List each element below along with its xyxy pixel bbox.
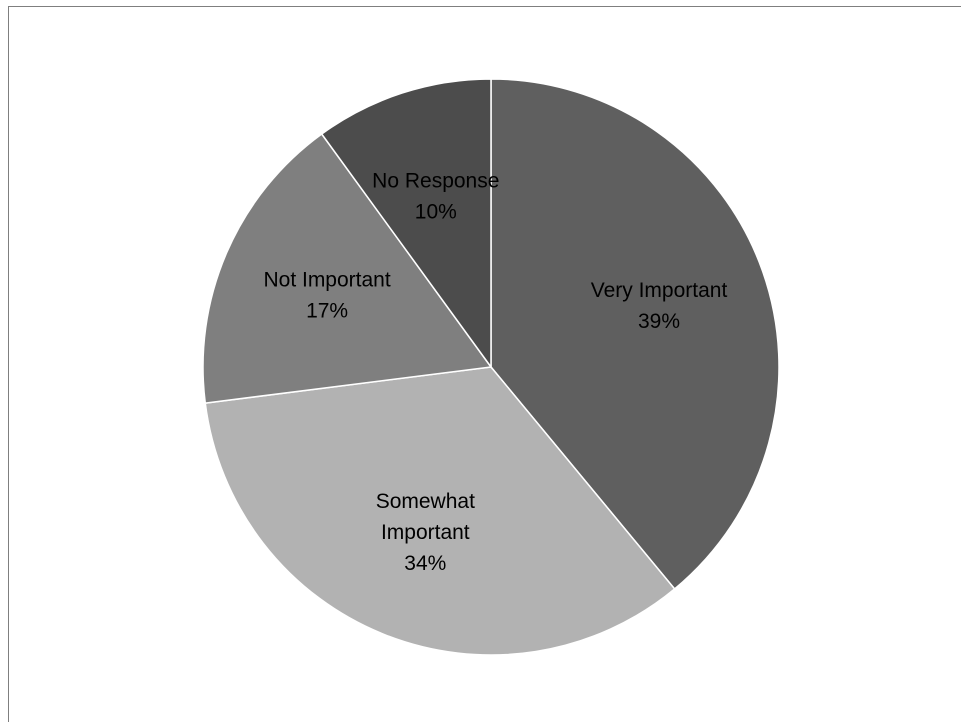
pie-slice-somewhat-important xyxy=(204,366,676,656)
pie-labels: Very Important 39% Somewhat Important 34% Not… xyxy=(263,169,727,574)
pie-slice-very-important xyxy=(490,78,780,590)
pie-slice-not-important xyxy=(202,132,493,404)
data-label-somewhat-important: Somewhat Important 34% xyxy=(376,490,475,575)
data-label-not-important: Not Important 17% xyxy=(263,268,390,322)
pie-slices xyxy=(202,78,780,656)
chart-area xyxy=(8,6,961,722)
data-label-no-response: No Response 10% xyxy=(372,169,499,223)
pie-slice-no-response xyxy=(320,78,492,370)
data-label-very-important: Very Important 39% xyxy=(591,279,728,333)
